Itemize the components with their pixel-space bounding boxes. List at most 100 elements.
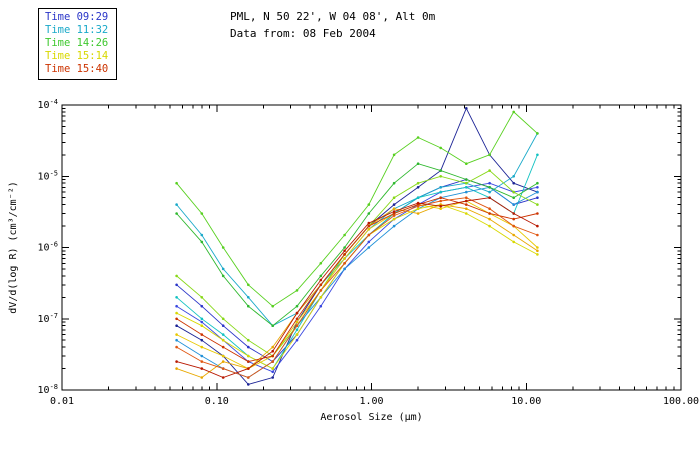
data-point-marker — [416, 201, 420, 205]
data-point-marker — [536, 196, 539, 199]
data-point-marker — [392, 210, 396, 213]
data-point-marker — [343, 246, 346, 249]
data-point-marker — [200, 240, 204, 244]
data-point-marker — [295, 317, 299, 321]
y-axis-label: dV/d(log R) (cm³/cm⁻²) — [8, 181, 19, 313]
x-axis-label: Aerosol Size (μm) — [320, 412, 422, 423]
data-point-marker — [536, 153, 539, 157]
data-point-marker — [175, 333, 178, 336]
data-point-marker — [512, 233, 515, 237]
data-point-marker — [175, 360, 178, 363]
data-point-marker — [343, 257, 346, 260]
data-point-marker — [465, 212, 468, 215]
series-line — [176, 182, 538, 373]
data-point-marker — [221, 367, 225, 370]
data-point-marker — [221, 354, 225, 358]
data-point-marker — [512, 175, 515, 178]
svg-text:10-4: 10-4 — [38, 98, 58, 111]
data-point-marker — [488, 169, 491, 172]
data-point-marker — [465, 190, 468, 194]
series-14:26 — [175, 169, 539, 358]
data-point-marker — [221, 274, 225, 278]
data-point-marker — [512, 181, 515, 185]
data-point-marker — [247, 354, 250, 358]
data-point-marker — [200, 233, 204, 237]
data-point-marker — [271, 370, 275, 374]
data-point-marker — [439, 204, 443, 208]
svg-text:100.00: 100.00 — [663, 396, 699, 407]
data-point-marker — [392, 207, 396, 210]
series-line — [176, 179, 538, 363]
data-point-marker — [247, 360, 250, 363]
data-point-marker — [221, 333, 225, 336]
data-point-marker — [247, 304, 250, 308]
data-point-marker — [271, 360, 275, 363]
data-point-marker — [221, 246, 225, 249]
series-15:14 — [175, 203, 539, 370]
data-point-marker — [247, 283, 250, 287]
series-15:40 — [175, 196, 539, 363]
y-tick-labels: 10-8 10-7 10-6 10-5 10-4 — [38, 98, 58, 396]
data-point-marker — [416, 204, 420, 208]
series-line — [176, 197, 538, 363]
series-line — [176, 163, 538, 327]
svg-text:10-6: 10-6 — [38, 241, 58, 254]
svg-text:10.00: 10.00 — [511, 396, 541, 407]
data-point-marker — [439, 196, 443, 199]
data-point-marker — [175, 317, 178, 321]
data-point-marker — [271, 349, 275, 353]
data-point-marker — [439, 199, 443, 203]
data-point-marker — [536, 132, 539, 135]
data-point-marker — [488, 224, 491, 228]
legend-entry: Time 15:40 — [45, 63, 109, 75]
data-point-marker — [416, 162, 420, 165]
data-point-marker — [175, 338, 178, 342]
data-point-marker — [536, 212, 539, 215]
data-point-marker — [367, 228, 371, 231]
data-point-marker — [295, 311, 299, 315]
data-point-marker — [439, 186, 443, 189]
series-14:26 — [175, 110, 539, 308]
svg-text:10-5: 10-5 — [38, 169, 58, 182]
data-point-marker — [488, 217, 491, 221]
data-point-marker — [319, 283, 323, 287]
data-point-marker — [416, 181, 420, 185]
data-point-marker — [367, 203, 371, 206]
data-point-marker — [536, 190, 539, 194]
legend-entry: Time 11:32 — [45, 24, 109, 36]
series-15:40 — [175, 196, 539, 379]
data-point-marker — [536, 181, 539, 185]
data-point-marker — [512, 212, 515, 215]
header-date-line: Data from: 08 Feb 2004 — [230, 27, 376, 40]
data-point-marker — [247, 296, 250, 299]
data-point-marker — [319, 304, 323, 308]
data-point-marker — [488, 153, 491, 157]
data-point-marker — [271, 354, 275, 358]
data-point-marker — [200, 320, 204, 324]
data-point-marker — [536, 224, 539, 228]
data-point-marker — [175, 367, 178, 370]
data-point-marker — [392, 214, 396, 217]
series-line — [176, 200, 538, 370]
data-point-marker — [200, 338, 204, 342]
data-point-marker — [319, 274, 323, 278]
data-point-marker — [512, 240, 515, 244]
data-point-marker — [247, 345, 250, 349]
svg-text:0.01: 0.01 — [50, 396, 74, 407]
data-point-marker — [271, 376, 275, 379]
legend: Time 09:29 Time 11:32 Time 14:26 Time 15:14… — [38, 8, 118, 80]
data-point-marker — [295, 328, 299, 332]
data-point-marker — [512, 190, 515, 194]
series-line — [176, 204, 538, 370]
data-point-marker — [392, 203, 396, 206]
data-point-marker — [200, 376, 204, 379]
data-point-marker — [247, 383, 250, 386]
data-point-marker — [343, 262, 346, 265]
data-point-marker — [465, 181, 468, 185]
data-point-marker — [439, 190, 443, 194]
data-point-marker — [271, 304, 275, 308]
data-point-marker — [392, 212, 396, 215]
data-point-marker — [488, 207, 491, 210]
data-point-marker — [175, 203, 178, 206]
data-point-marker — [221, 324, 225, 328]
